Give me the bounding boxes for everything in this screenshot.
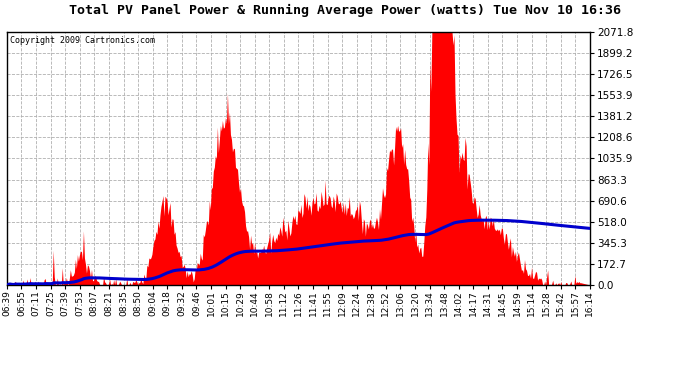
Text: Copyright 2009 Cartronics.com: Copyright 2009 Cartronics.com (10, 36, 155, 45)
Text: Total PV Panel Power & Running Average Power (watts) Tue Nov 10 16:36: Total PV Panel Power & Running Average P… (69, 4, 621, 17)
